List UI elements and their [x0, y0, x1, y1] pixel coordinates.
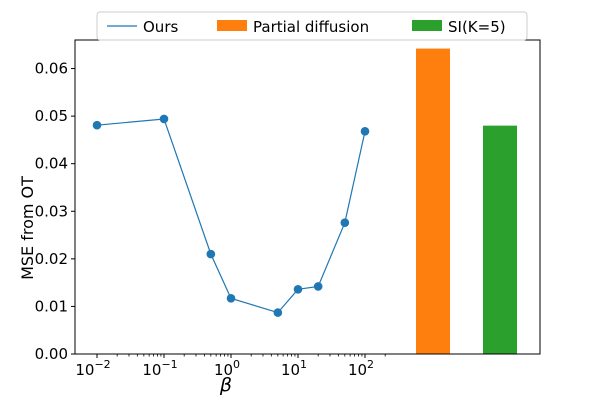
y-tick-label: 0.00	[35, 345, 68, 363]
data-point	[313, 282, 323, 291]
x-tick-label: 10−2	[75, 358, 110, 379]
data-point	[92, 120, 102, 130]
x-tick-exponent: −1	[161, 358, 177, 371]
x-tick-base: 10	[214, 361, 233, 379]
y-tick-label: 0.05	[35, 107, 68, 125]
legend-label: Partial diffusion	[253, 18, 369, 36]
y-axis-label: MSE from OT	[18, 176, 37, 280]
x-tick-base: 10	[142, 361, 161, 379]
data-point	[293, 284, 303, 294]
x-axis-label: β	[219, 374, 232, 396]
bar-partial-diffusion	[416, 48, 450, 355]
plot-frame	[74, 39, 541, 355]
data-point	[273, 308, 283, 317]
data-point	[226, 294, 236, 303]
bars-layer	[416, 48, 517, 355]
x-tick-base: 10	[281, 361, 300, 379]
legend: Ours Partial diffusion SI(K=5)	[96, 11, 528, 41]
y-tick-label: 0.02	[35, 250, 68, 268]
x-tick-label: 102	[348, 358, 374, 379]
legend-bar-swatch	[217, 20, 247, 31]
line-layer	[92, 114, 370, 317]
x-tick-label: 101	[281, 358, 307, 379]
legend-label: Ours	[143, 18, 178, 36]
x-axis: 10−2 10−1 100 101 102	[75, 354, 386, 379]
legend-label: SI(K=5)	[448, 18, 506, 36]
legend-bar-swatch	[412, 20, 442, 31]
data-point	[340, 218, 350, 227]
y-tick-label: 0.03	[35, 202, 68, 220]
bar-si-k-5	[483, 125, 517, 355]
x-tick-exponent: 1	[300, 358, 307, 371]
x-tick-base: 10	[348, 361, 367, 379]
data-point	[360, 127, 370, 136]
x-tick-label: 10−1	[142, 358, 177, 379]
x-tick-exponent: −2	[94, 358, 110, 371]
x-tick-exponent: 0	[233, 358, 240, 371]
y-tick-label: 0.01	[35, 297, 68, 315]
data-point	[206, 249, 216, 259]
y-axis: 0.00 0.01 0.02 0.03 0.04 0.05 0.06	[35, 60, 75, 363]
y-tick-label: 0.06	[35, 60, 68, 78]
legend-box	[96, 11, 528, 41]
y-tick-label: 0.04	[35, 155, 68, 173]
x-tick-label: 100	[214, 358, 240, 379]
x-tick-exponent: 2	[367, 358, 374, 371]
x-tick-base: 10	[75, 361, 94, 379]
data-point	[159, 114, 169, 124]
series-line-ours	[96, 118, 366, 314]
